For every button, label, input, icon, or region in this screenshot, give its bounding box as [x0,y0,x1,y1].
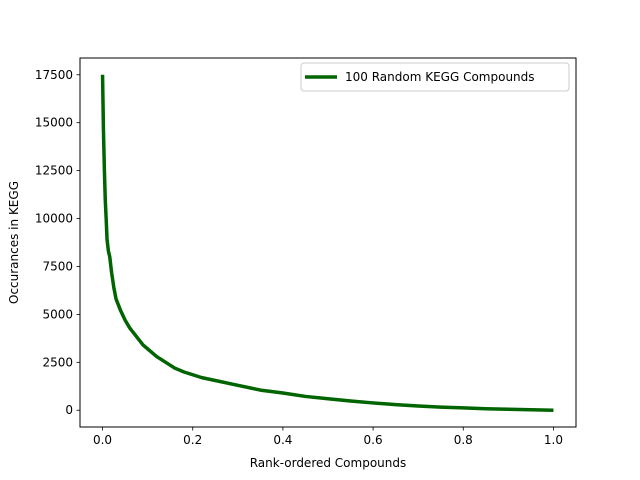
y-tick-label: 5000 [42,307,73,321]
y-tick-label: 12500 [35,164,73,178]
x-tick-label: 0.2 [183,433,202,447]
x-tick-label: 0.4 [273,433,292,447]
y-tick-label: 15000 [35,116,73,130]
x-axis-label: Rank-ordered Compounds [250,456,407,470]
x-tick-label: 0.6 [364,433,383,447]
x-tick-label: 0.0 [93,433,112,447]
x-tick-label: 0.8 [454,433,473,447]
y-axis-label: Occurances in KEGG [7,181,21,304]
plot-area [80,58,576,427]
legend: 100 Random KEGG Compounds [300,62,570,92]
x-tick-label: 1.0 [544,433,563,447]
legend-entry: 100 Random KEGG Compounds [345,70,535,84]
y-tick-label: 7500 [42,259,73,273]
plot-frame [79,57,577,428]
x-axis-ticks: 0.0 0.2 0.4 0.6 0.8 1.0 [93,427,563,447]
legend-box [300,62,570,92]
series-layer [100,74,554,412]
y-tick-label: 2500 [42,355,73,369]
y-tick-label: 10000 [35,212,73,226]
y-axis-ticks: 0 2500 5000 7500 10000 12500 15000 17500 [35,68,80,417]
y-tick-label: 0 [65,403,73,417]
y-tick-label: 17500 [35,68,73,82]
series-line-0 [100,74,554,412]
